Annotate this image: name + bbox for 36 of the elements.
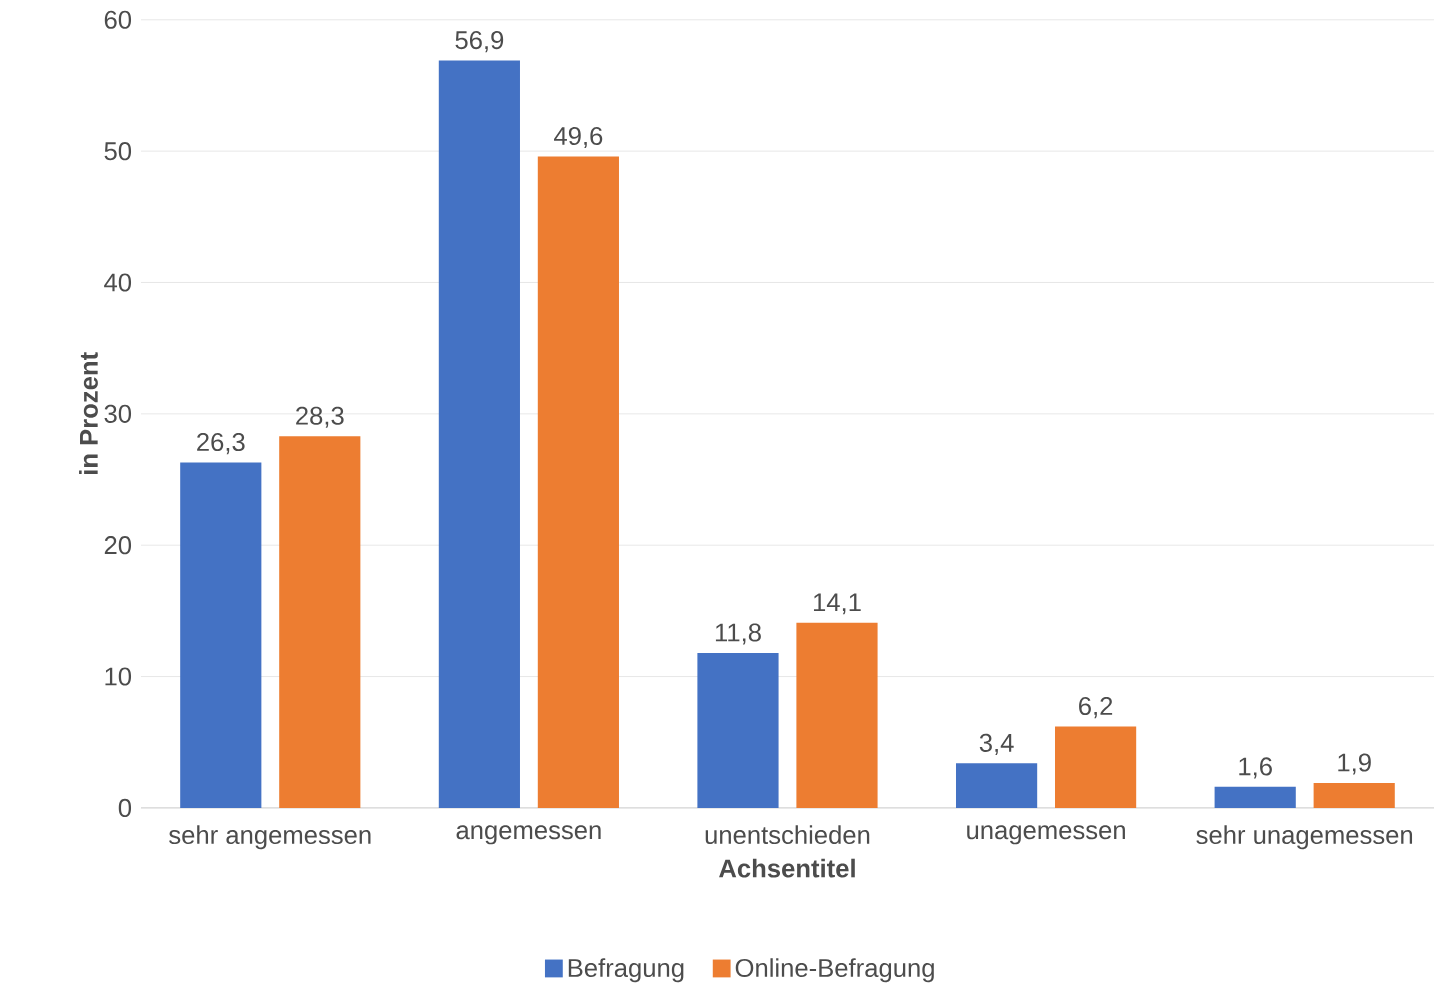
bar	[180, 462, 262, 808]
y-tick-label: 50	[104, 142, 132, 161]
bar	[1313, 782, 1395, 808]
data-label: 1,6	[1239, 757, 1272, 779]
y-tick-label: 60	[104, 10, 132, 29]
x-tick-label: angemessen	[456, 825, 601, 845]
x-tick-label: unentschieden	[705, 825, 870, 845]
bar	[1055, 726, 1137, 808]
data-label: 11,8	[715, 623, 761, 645]
data-label: 3,4	[979, 733, 1014, 755]
data-label: 6,2	[1079, 696, 1113, 719]
bar	[438, 60, 520, 808]
data-label: 49,6	[554, 126, 603, 149]
x-axis-title: Achsentitel	[719, 858, 855, 878]
x-tick-label: unagemessen	[967, 825, 1125, 845]
data-label: 28,3	[296, 406, 344, 428]
legend-label: Befragung	[568, 958, 684, 983]
data-label: 26,3	[197, 432, 245, 455]
data-label: 1,9	[1338, 753, 1371, 775]
y-tick-label: 40	[104, 273, 132, 292]
bar	[537, 156, 619, 808]
x-tick-label: sehr angemessen	[169, 825, 371, 850]
data-label: 56,9	[455, 30, 504, 53]
bar	[796, 622, 878, 808]
y-tick-label: 20	[104, 536, 132, 555]
bar	[697, 652, 779, 808]
legend-label: Online-Befragung	[735, 958, 934, 983]
x-tick-label: sehr unagemessen	[1196, 825, 1413, 850]
y-tick-label: 30	[104, 404, 132, 423]
y-tick-label: 10	[105, 667, 132, 686]
data-label: 14,1	[813, 593, 861, 615]
bar	[1214, 786, 1296, 808]
bar	[956, 763, 1038, 808]
y-tick-label: 0	[118, 798, 132, 817]
y-axis-title: in Prozent	[79, 352, 98, 474]
bar	[279, 436, 361, 808]
